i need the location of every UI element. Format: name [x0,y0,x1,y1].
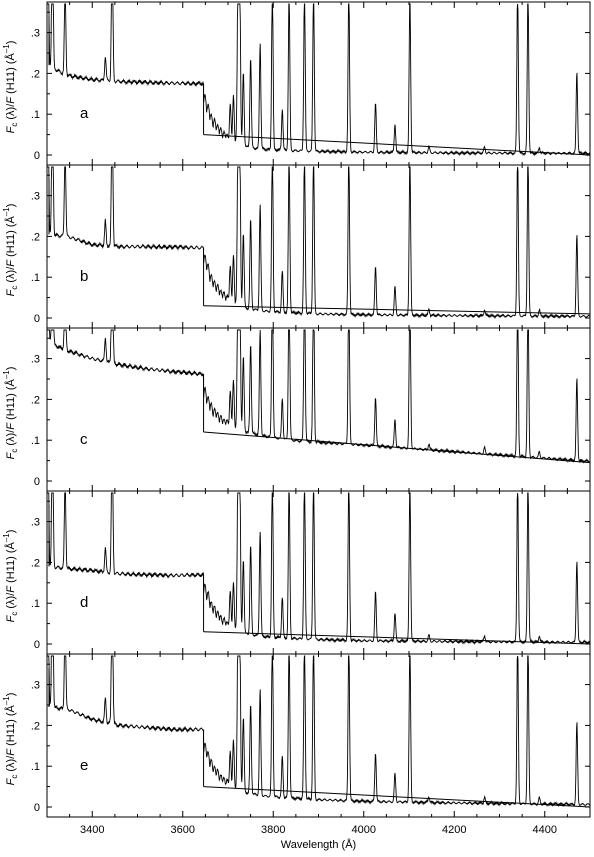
y-label-part: c [10,449,19,453]
y-label-part: (H11) (Å [4,53,17,97]
x-tick-label: 3800 [261,824,285,836]
x-tick-label: 3400 [80,824,104,836]
continuum-baseline [203,431,591,464]
y-tick-label: .3 [31,28,40,40]
y-label-part: (H11) (Å [4,542,17,586]
panel-label: d [80,594,88,611]
y-label-part: F [5,422,17,430]
y-label-part: c [10,612,19,616]
x-tick-label: 4400 [533,824,557,836]
panel-d: 0.1.2.3Fc (λ)/F (H11) (Å–1)d [2,490,591,655]
y-label-part: F [5,614,17,622]
spectrum-line [47,492,591,646]
y-label-part: (λ)/ [5,429,17,449]
y-tick-label: 0 [34,476,40,488]
y-label-part: ) [5,693,17,697]
y-label-part: –1 [2,370,11,379]
y-label-part: F [5,259,17,267]
y-tick-label: .2 [31,68,40,80]
x-tick-label: 3600 [171,824,195,836]
panel-label: e [80,757,88,774]
spectrum-line [47,166,590,320]
continuum-baseline [203,631,591,645]
panel-label: c [80,431,88,448]
panel-b: 0.1.2.3Fc (λ)/F (H11) (Å–1)b [2,164,591,329]
y-tick-label: .1 [31,109,40,121]
y-label-part: F [5,777,17,785]
y-tick-label: .3 [31,354,40,366]
y-label-part: c [10,286,19,290]
y-tick-label: .1 [31,272,40,284]
y-label-part: F [5,585,17,593]
panel-label: a [80,105,89,122]
y-label-part: –1 [2,696,11,705]
y-label-part: ) [5,530,17,534]
y-label-part: F [5,288,17,296]
x-tick-label: 4200 [442,824,466,836]
y-label-part: (H11) (Å [4,705,17,749]
y-label-part: –1 [2,533,11,542]
y-label-part: ) [5,41,17,45]
spectrum-line [47,329,591,464]
y-label-part: F [5,451,17,459]
y-tick-label: .3 [31,517,40,529]
y-label-part: c [10,775,19,779]
y-label-part: (λ)/ [5,592,17,612]
panel-e: 0.1.2.3Fc (λ)/F (H11) (Å–1)e [2,653,591,818]
y-label-part: ) [5,367,17,371]
panel-label: b [80,268,88,285]
y-tick-label: 0 [34,639,40,651]
y-axis-label: Fc (λ)/F (H11) (Å–1) [2,693,19,786]
y-label-part: (H11) (Å [4,379,17,423]
y-axis-label: Fc (λ)/F (H11) (Å–1) [2,530,19,623]
y-tick-label: .1 [31,761,40,773]
y-label-part: c [10,123,19,127]
y-label-part: (H11) (Å [4,216,17,260]
y-label-part: F [5,748,17,756]
panel-a: 0.1.2.3Fc (λ)/F (H11) (Å–1)a [2,1,591,166]
continuum-baseline [203,786,591,808]
y-tick-label: .2 [31,231,40,243]
spectrum-line [47,3,590,157]
y-axis-label: Fc (λ)/F (H11) (Å–1) [2,41,19,134]
y-tick-label: 0 [34,313,40,325]
y-axis-label: Fc (λ)/F (H11) (Å–1) [2,204,19,297]
y-label-part: (λ)/ [5,755,17,775]
continuum-baseline [203,134,591,156]
y-label-part: (λ)/ [5,266,17,286]
y-axis-label: Fc (λ)/F (H11) (Å–1) [2,367,19,460]
y-label-part: F [5,125,17,133]
y-tick-label: 0 [34,150,40,162]
y-tick-label: .3 [31,680,40,692]
y-label-part: F [5,96,17,104]
y-tick-label: 0 [34,802,40,814]
panel-frame [46,327,591,492]
y-label-part: –1 [2,44,11,53]
y-label-part: –1 [2,207,11,216]
y-tick-label: .2 [31,394,40,406]
x-axis-label: Wavelength (Å) [281,838,356,851]
y-label-part: ) [5,204,17,208]
x-tick-label: 4000 [352,824,376,836]
y-tick-label: .2 [31,557,40,569]
y-tick-label: .1 [31,435,40,447]
y-tick-label: .2 [31,720,40,732]
y-tick-label: .1 [31,598,40,610]
y-label-part: (λ)/ [5,103,17,123]
spectrum-line [47,655,590,808]
y-tick-label: .3 [31,191,40,203]
panel-c: 0.1.2.3Fc (λ)/F (H11) (Å–1)c [2,327,591,492]
continuum-baseline [203,305,591,315]
